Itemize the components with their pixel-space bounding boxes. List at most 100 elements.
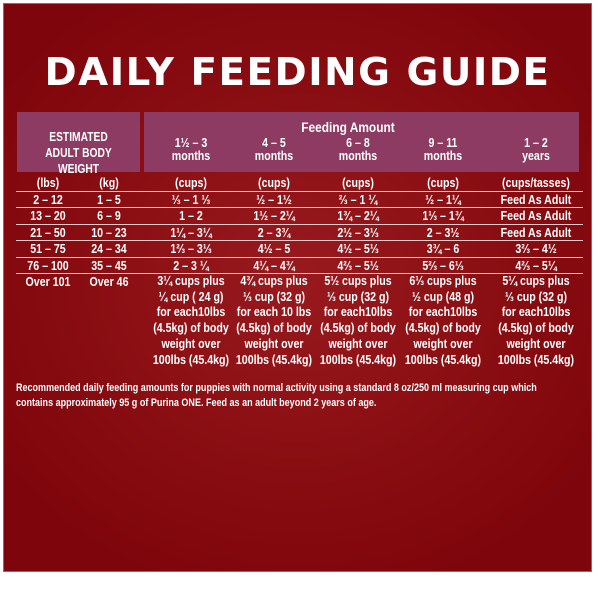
amount-cell: ½ – 1¼ (425, 193, 461, 207)
row-divider (16, 273, 583, 274)
weight-header-line2: ADULT BODY WEIGHT (45, 146, 112, 176)
kg-cell: 1 – 5 (97, 193, 121, 207)
over-amount-cell: 5½ cups plus ⅓ cup (32 g) for each10lbs … (320, 274, 397, 368)
over-amount-cell: 6⅓ cups plus ½ cup (48 g) for each10lbs … (405, 274, 482, 368)
age-group-header: 4 – 5 months (236, 137, 313, 163)
age-range: 6 – 8 (346, 136, 370, 150)
age-unit: months (171, 149, 211, 163)
row-divider (16, 207, 583, 208)
amount-cell: 4¼ – 4¾ (253, 259, 295, 273)
over-amount-line: 100lbs (45.4kg) (319, 352, 397, 367)
age-group-header: 9 – 11 months (405, 137, 482, 163)
amount-cell: 1½ – 2¼ (253, 209, 295, 223)
over-amount-line: for each10lbs (408, 305, 478, 320)
amount-cell: 2 – 3¾ (257, 226, 291, 240)
amount-cell: 4½ – 5⅓ (337, 242, 379, 256)
lbs-cell: 2 – 12 (33, 193, 63, 207)
unit-kg: (kg) (99, 176, 119, 190)
over-amount-line: for each 10 lbs (236, 305, 312, 320)
unit-cups-tasses: (cups/tasses) (502, 176, 570, 190)
over-amount-line: weight over (506, 336, 566, 351)
amount-cell: 3⅔ – 4½ (515, 242, 557, 256)
age-range: 1 – 2 (524, 136, 548, 150)
over-amount-cell: 4¾ cups plus ⅓ cup (32 g) for each 10 lb… (236, 274, 313, 368)
lbs-cell: 21 – 50 (30, 226, 66, 240)
over-amount-line: 5¼ cups plus (502, 274, 570, 288)
row-divider (16, 191, 583, 192)
age-unit: months (338, 149, 378, 163)
over-amount-line: weight over (161, 336, 221, 351)
age-group-header: 1 – 2 years (498, 137, 575, 163)
over-amount-line: ⅓ cup (32 g) (327, 289, 389, 304)
over-amount-line: ⅓ cup (32 g) (505, 289, 567, 304)
age-range: 9 – 11 (428, 136, 458, 150)
over-amount-line: weight over (328, 336, 388, 351)
amount-cell: ½ – 1½ (256, 193, 292, 207)
weight-header-line1: ESTIMATED (49, 130, 108, 144)
over-amount-line: (4.5kg) of body (236, 321, 312, 336)
age-unit: years (522, 149, 550, 163)
page-title: DAILY FEEDING GUIDE (44, 50, 551, 94)
over-amount-line: 6⅓ cups plus (409, 274, 477, 288)
kg-cell: 35 – 45 (91, 259, 127, 273)
footnote-line: contains approximately 95 g of Purina ON… (16, 397, 377, 409)
unit-cups: (cups) (175, 176, 207, 190)
over-amount-line: (4.5kg) of body (153, 321, 229, 336)
over-amount-line: 100lbs (45.4kg) (497, 352, 575, 367)
amount-cell: ⅔ – 1 ¼ (338, 193, 378, 207)
amount-cell: 1¾ – 2¼ (337, 209, 379, 223)
amount-cell: 1¼ – 3¼ (170, 226, 212, 240)
over-amount-line: weight over (244, 336, 304, 351)
amount-cell: 2 – 3½ (426, 226, 460, 240)
amount-cell: 3¾ – 6 (426, 242, 460, 256)
over-amount-line: ⅓ cup (32 g) (243, 289, 305, 304)
amount-cell: ⅓ – 1 ⅓ (171, 193, 211, 207)
lbs-cell: 13 – 20 (30, 209, 66, 223)
age-group-header: 6 – 8 months (320, 137, 397, 163)
over-amount-line: (4.5kg) of body (498, 321, 574, 336)
amount-cell: 4⅔ – 5¼ (515, 259, 557, 273)
kg-cell: 6 – 9 (97, 209, 121, 223)
over-amount-line: 100lbs (45.4kg) (235, 352, 313, 367)
over-amount-cell: 3¼ cups plus ¼ cup ( 24 g) for each10lbs… (153, 274, 230, 368)
unit-cups: (cups) (258, 176, 290, 190)
amount-cell: 1⅔ – 3⅓ (170, 242, 212, 256)
amount-cell: Feed As Adult (500, 193, 572, 207)
over-amount-line: for each10lbs (323, 305, 393, 320)
over-amount-line: 100lbs (45.4kg) (404, 352, 482, 367)
lbs-cell: 51 – 75 (30, 242, 66, 256)
amount-cell: 1⅓ – 1¾ (422, 209, 464, 223)
amount-cell: 4⅔ – 5½ (337, 259, 379, 273)
over-amount-line: ¼ cup ( 24 g) (158, 289, 224, 304)
amount-cell: 5⅔ – 6⅓ (422, 259, 464, 273)
footnote: Recommended daily feeding amounts for pu… (16, 381, 537, 411)
feeding-guide-panel: DAILY FEEDING GUIDE ESTIMATED ADULT BODY… (3, 3, 592, 572)
age-group-header: 1½ – 3 months (153, 137, 230, 163)
over-amount-line: 3¼ cups plus (157, 274, 225, 288)
feeding-amount-label: Feeding Amount (301, 119, 395, 135)
unit-cups: (cups) (427, 176, 459, 190)
weight-header-box: ESTIMATED ADULT BODY WEIGHT (17, 112, 140, 176)
amount-cell: 2½ – 3⅓ (337, 226, 379, 240)
over-amount-line: (4.5kg) of body (320, 321, 396, 336)
age-range: 4 – 5 (262, 136, 286, 150)
over-amount-line: ½ cup (48 g) (412, 289, 474, 304)
over-amount-line: 4¾ cups plus (240, 274, 308, 288)
over-amount-line: for each10lbs (156, 305, 226, 320)
footnote-line: Recommended daily feeding amounts for pu… (16, 382, 537, 394)
over-amount-cell: 5¼ cups plus ⅓ cup (32 g) for each10lbs … (494, 274, 579, 368)
row-divider (16, 257, 583, 258)
over-amount-line: weight over (413, 336, 473, 351)
amount-cell: 4½ – 5 (257, 242, 291, 256)
unit-cups: (cups) (342, 176, 374, 190)
over-amount-line: 5½ cups plus (324, 274, 392, 288)
row-divider (16, 224, 583, 225)
age-unit: months (254, 149, 294, 163)
age-range: 1½ – 3 (174, 136, 208, 150)
over-amount-line: 100lbs (45.4kg) (152, 352, 230, 367)
over-amount-line: (4.5kg) of body (405, 321, 481, 336)
feeding-amount-header-box: Feeding Amount 1½ – 3 months 4 – 5 month… (144, 112, 579, 172)
kg-cell: 10 – 23 (91, 226, 127, 240)
kg-cell: 24 – 34 (91, 242, 127, 256)
lbs-cell: 76 – 100 (27, 259, 69, 273)
